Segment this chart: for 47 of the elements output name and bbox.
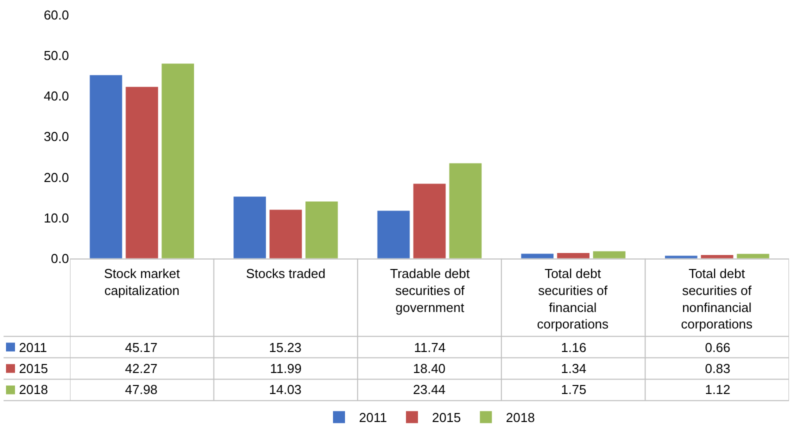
data-label: 42.27 xyxy=(125,361,158,376)
x-tick-label: Total debt securities of financial corporations xyxy=(537,266,610,332)
bar xyxy=(449,163,482,258)
bar xyxy=(664,256,698,258)
bar xyxy=(557,252,590,258)
data-label: 18.40 xyxy=(413,361,446,376)
bar xyxy=(162,64,194,258)
x-tick-label: Tradable debt securities of government xyxy=(390,266,470,315)
x-tick-label: Total debt securities of nonfinancial corporations xyxy=(681,266,754,332)
bar xyxy=(377,210,410,258)
y-tick-label: 50.0 xyxy=(44,48,69,64)
y-tick-label: 30.0 xyxy=(44,129,69,144)
bar xyxy=(700,255,734,258)
data-label: 1.12 xyxy=(705,382,730,397)
data-label: 11.99 xyxy=(270,361,302,376)
data-label: 1.75 xyxy=(561,382,586,397)
y-tick-label: 20.0 xyxy=(44,170,69,185)
bar xyxy=(234,196,266,258)
legend-label: 2018 xyxy=(506,410,535,426)
x-tick-label: Stock market capitalization xyxy=(104,266,180,298)
y-tick-label: 40.0 xyxy=(44,88,69,104)
bar xyxy=(593,251,626,258)
data-label: 0.66 xyxy=(705,340,730,355)
data-label: 0.83 xyxy=(705,361,730,376)
data-label: 1.34 xyxy=(561,361,586,376)
data-label: 15.23 xyxy=(269,340,302,355)
text: 2015 xyxy=(432,410,461,426)
y-tick-label: 10.0 xyxy=(44,210,69,226)
bar xyxy=(90,75,122,258)
text: 2011 xyxy=(359,410,387,426)
data-label: 11.74 xyxy=(414,340,446,355)
data-label: 47.98 xyxy=(125,382,158,397)
bar xyxy=(413,184,446,258)
bar xyxy=(126,86,158,258)
legend-label: 2015 xyxy=(19,361,48,376)
data-label: 1.16 xyxy=(561,340,586,355)
data-label: 23.44 xyxy=(413,382,446,397)
bar xyxy=(521,254,554,258)
y-tick-label: 0.0 xyxy=(50,250,69,266)
legend-label: 2011 xyxy=(19,340,47,355)
x-tick-label: Stocks traded xyxy=(246,266,326,281)
data-label: 45.17 xyxy=(125,340,158,355)
y-tick-label: 60.0 xyxy=(44,7,69,22)
bar xyxy=(270,210,302,258)
bar xyxy=(305,201,338,258)
data-label: 14.03 xyxy=(269,382,302,397)
text: 2018 xyxy=(19,382,48,397)
